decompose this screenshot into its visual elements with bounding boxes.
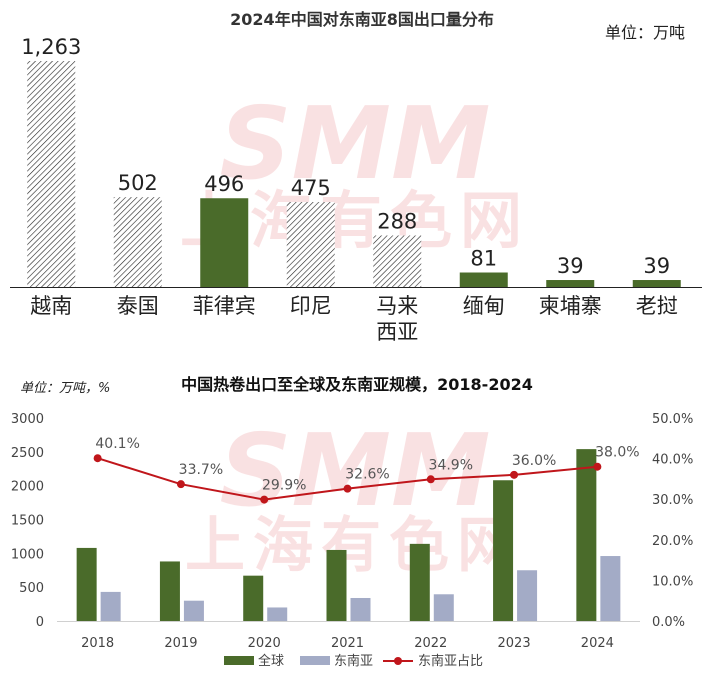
chart2-x-tick-4: 2022 xyxy=(414,636,447,651)
chart2-bar-global-4 xyxy=(409,543,430,621)
chart2-x-tick-1: 2019 xyxy=(164,636,197,651)
chart2-left-tick-1: 500 xyxy=(19,581,44,596)
chart2-x-tick-5: 2023 xyxy=(498,636,531,651)
chart2-bar-global-5 xyxy=(493,480,514,621)
chart2-share-label-3: 32.6% xyxy=(345,467,389,483)
chart-hot-rolled-export: 单位：万吨，% 中国热卷出口至全球及东南亚规模，2018-2024 0 500 10… xyxy=(11,375,693,669)
chart2-share-label-5: 36.0% xyxy=(512,453,556,469)
chart2-x-tick-2: 2020 xyxy=(248,636,281,651)
chart2-x-tick-3: 2021 xyxy=(331,636,364,651)
watermark-bottom: SMM 上海有色网 xyxy=(185,412,525,581)
chart2-bar-global-2 xyxy=(243,575,264,621)
chart1-category-label-4: 马来西亚 xyxy=(376,294,418,344)
legend-swatch-global xyxy=(224,656,254,665)
chart1-value-label-0: 1,263 xyxy=(21,35,81,59)
chart-export-by-country: 2024年中国对东南亚8国出口量分布 单位：万吨 1,263 越南 502 泰国 496… xyxy=(10,10,702,344)
chart2-share-point-6 xyxy=(593,462,602,471)
chart2-left-tick-3: 1500 xyxy=(11,514,44,529)
chart2-right-tick-2: 20.0% xyxy=(652,534,693,549)
chart1-bar-1 xyxy=(113,197,162,287)
chart2-bar-sea-1 xyxy=(183,600,204,621)
chart2-bar-sea-3 xyxy=(350,597,371,621)
chart2-bars xyxy=(76,449,621,621)
chart2-bar-sea-6 xyxy=(600,556,621,621)
chart2-x-tick-6: 2024 xyxy=(581,636,614,651)
chart2-right-tick-5: 50.0% xyxy=(652,412,693,427)
chart1-bars xyxy=(27,61,681,287)
chart1-bar-4 xyxy=(373,235,422,287)
legend-swatch-sea xyxy=(300,656,330,665)
chart2-share-point-5 xyxy=(510,470,519,479)
chart2-axes: 0 500 1000 1500 2000 2500 3000 0.0% 10.0% 20.0% 30… xyxy=(11,412,693,651)
chart1-category-label-7: 老挝 xyxy=(636,294,678,318)
chart1-category-label-3: 印尼 xyxy=(290,294,332,318)
chart2-bar-sea-4 xyxy=(433,594,454,621)
chart2-bar-global-6 xyxy=(576,449,597,621)
chart1-title: 2024年中国对东南亚8国出口量分布 xyxy=(230,10,494,29)
legend-label-share: 东南亚占比 xyxy=(418,653,483,669)
chart2-x-tick-0: 2018 xyxy=(81,636,114,651)
chart2-left-tick-2: 1000 xyxy=(11,547,44,562)
chart2-share-point-4 xyxy=(426,475,435,484)
chart2-bar-global-0 xyxy=(76,547,97,621)
chart2-legend: 全球 东南亚 东南亚占比 xyxy=(224,653,483,669)
legend-label-sea: 东南亚 xyxy=(334,653,373,669)
chart1-value-label-5: 81 xyxy=(470,247,497,271)
chart1-bar-6 xyxy=(546,280,595,287)
chart2-right-tick-4: 40.0% xyxy=(652,453,693,468)
watermark-bottom-cn: 上海有色网 xyxy=(185,511,525,581)
chart2-share-point-0 xyxy=(93,454,102,463)
chart2-share-label-2: 29.9% xyxy=(262,478,306,494)
chart1-labels: 1,263 越南 502 泰国 496 菲律宾 475 印尼 288 马来西亚 81 缅甸 39 柬埔寨 3… xyxy=(21,35,678,344)
chart2-left-tick-4: 2000 xyxy=(11,480,44,495)
chart1-value-label-4: 288 xyxy=(377,209,417,233)
chart2-bar-global-1 xyxy=(159,561,180,621)
chart2-bar-sea-2 xyxy=(267,607,288,621)
chart1-value-label-6: 39 xyxy=(557,254,584,278)
chart2-right-tick-0: 0.0% xyxy=(652,615,685,630)
chart2-left-tick-6: 3000 xyxy=(11,412,44,427)
watermark-top-smm: SMM xyxy=(219,85,490,202)
chart2-share-label-1: 33.7% xyxy=(179,462,223,478)
chart1-category-label-6: 柬埔寨 xyxy=(539,294,602,318)
chart2-bar-sea-5 xyxy=(517,570,538,621)
chart1-category-label-5: 缅甸 xyxy=(463,294,505,318)
chart2-right-tick-3: 30.0% xyxy=(652,493,693,508)
chart2-share-label-6: 38.0% xyxy=(595,445,639,461)
chart1-unit-label: 单位：万吨 xyxy=(605,23,685,42)
chart2-share-label-4: 34.9% xyxy=(429,457,473,473)
chart2-share-point-1 xyxy=(176,480,185,489)
watermark-top: SMM 上海有色网 xyxy=(180,85,522,257)
chart1-bar-5 xyxy=(459,272,508,287)
chart1-bar-3 xyxy=(286,202,335,287)
chart1-bar-0 xyxy=(27,61,76,287)
chart2-bar-global-3 xyxy=(326,549,347,621)
chart1-value-label-1: 502 xyxy=(118,171,158,195)
chart2-left-tick-0: 0 xyxy=(36,615,44,630)
chart2-share-point-3 xyxy=(343,484,352,493)
chart2-line: 40.1% 33.7% 29.9% 32.6% 34.9% 36.0% 38.0% xyxy=(93,436,640,504)
chart1-bar-2 xyxy=(200,198,249,287)
chart1-value-label-7: 39 xyxy=(643,254,670,278)
chart2-title: 中国热卷出口至全球及东南亚规模，2018-2024 xyxy=(181,375,533,394)
legend-label-global: 全球 xyxy=(258,653,284,669)
legend-swatch-share-point xyxy=(394,657,402,665)
watermark-bottom-smm: SMM xyxy=(219,412,490,529)
chart1-value-label-3: 475 xyxy=(291,176,331,200)
chart2-unit-label: 单位：万吨，% xyxy=(20,380,110,396)
chart2-bar-sea-0 xyxy=(100,591,121,621)
chart1-bar-7 xyxy=(632,280,681,287)
chart2-left-tick-5: 2500 xyxy=(11,446,44,461)
chart2-share-point-2 xyxy=(260,495,269,504)
chart1-value-label-2: 496 xyxy=(204,172,244,196)
chart2-share-label-0: 40.1% xyxy=(95,436,139,452)
chart1-category-label-1: 泰国 xyxy=(117,294,159,318)
chart1-category-label-0: 越南 xyxy=(30,294,72,318)
chart2-right-tick-1: 10.0% xyxy=(652,574,693,589)
chart1-category-label-2: 菲律宾 xyxy=(193,294,256,318)
